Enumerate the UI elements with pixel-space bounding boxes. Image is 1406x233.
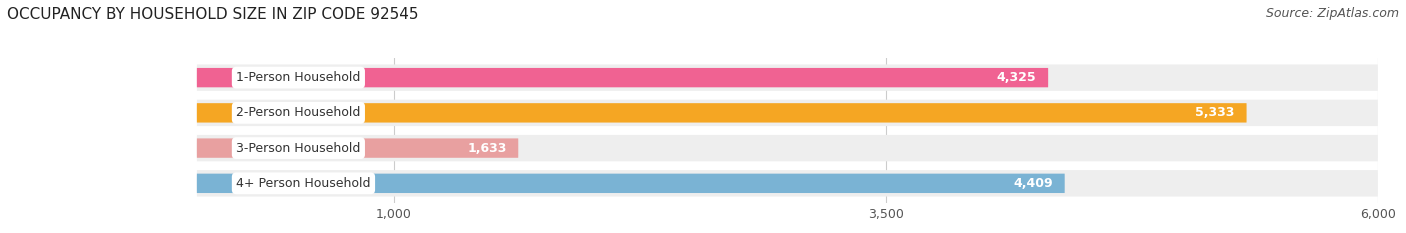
Text: 4,325: 4,325 (997, 71, 1036, 84)
FancyBboxPatch shape (197, 135, 1378, 161)
FancyBboxPatch shape (197, 174, 1064, 193)
Text: 3-Person Household: 3-Person Household (236, 142, 360, 155)
Text: 1,633: 1,633 (467, 142, 506, 155)
FancyBboxPatch shape (197, 103, 1247, 123)
Text: 4,409: 4,409 (1014, 177, 1053, 190)
Text: OCCUPANCY BY HOUSEHOLD SIZE IN ZIP CODE 92545: OCCUPANCY BY HOUSEHOLD SIZE IN ZIP CODE … (7, 7, 419, 22)
FancyBboxPatch shape (197, 64, 1378, 91)
FancyBboxPatch shape (197, 170, 1378, 197)
FancyBboxPatch shape (197, 100, 1378, 126)
Text: Source: ZipAtlas.com: Source: ZipAtlas.com (1265, 7, 1399, 20)
Text: 1-Person Household: 1-Person Household (236, 71, 360, 84)
FancyBboxPatch shape (197, 138, 519, 158)
FancyBboxPatch shape (197, 68, 1049, 87)
Text: 5,333: 5,333 (1195, 106, 1234, 119)
Text: 4+ Person Household: 4+ Person Household (236, 177, 371, 190)
Text: 2-Person Household: 2-Person Household (236, 106, 360, 119)
